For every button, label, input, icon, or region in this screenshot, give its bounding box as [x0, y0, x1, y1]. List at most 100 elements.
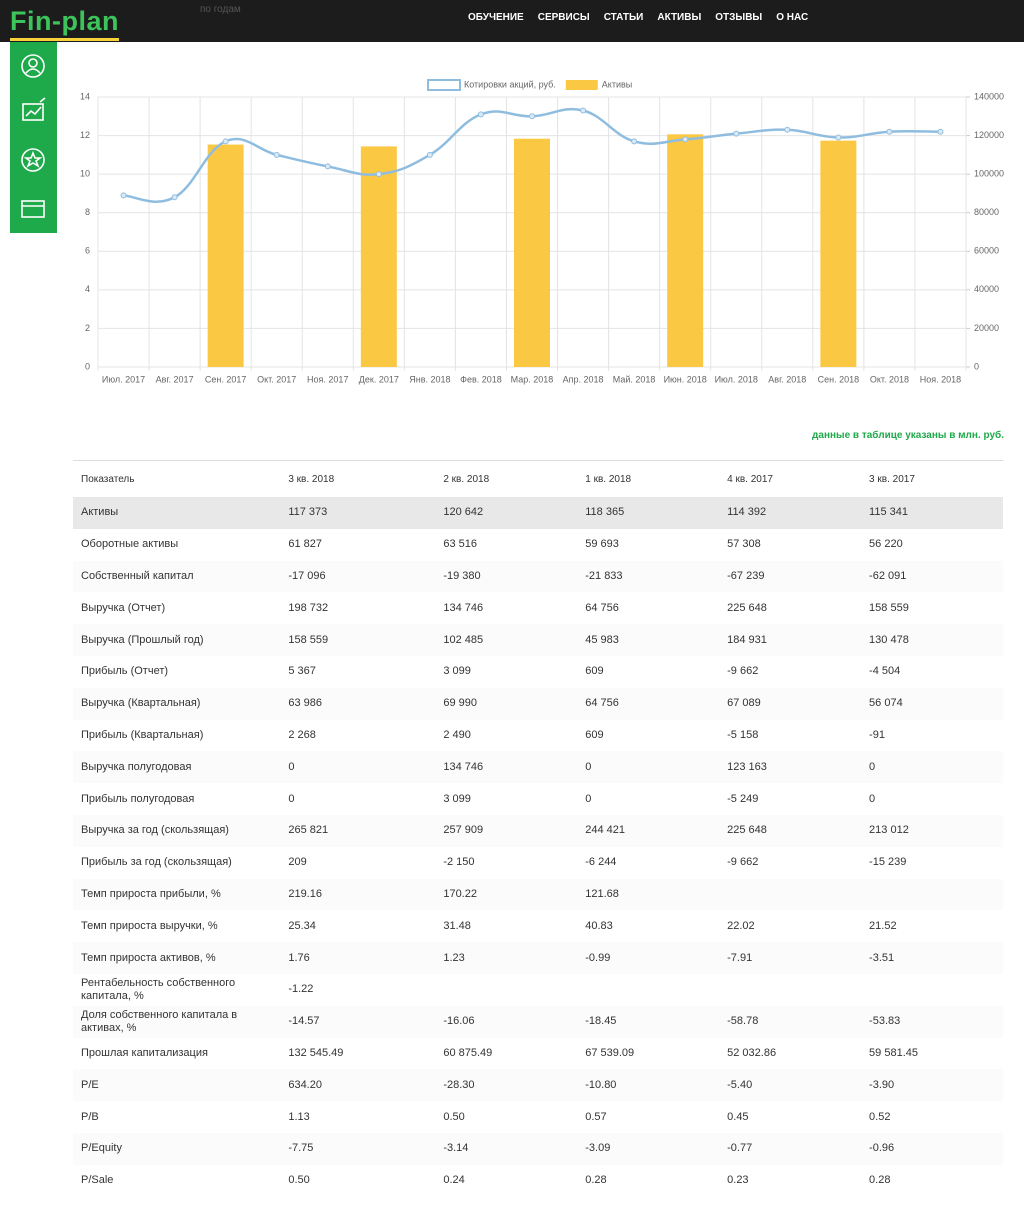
table-row: Темп прироста прибыли, % 219.16 170.22 121.… [73, 878, 1003, 911]
units-note: данные в таблице указаны в млн. руб. [812, 430, 1004, 441]
cell: 0 [288, 792, 295, 805]
cell: 213 012 [861, 814, 1003, 847]
cell: 40.83 [585, 919, 613, 932]
y-tick-label: 14 [80, 91, 90, 101]
cell: 257 909 [435, 814, 578, 847]
cell: 115 341 [861, 497, 1003, 529]
row-label: P/Equity [73, 1132, 281, 1165]
row-label: Прибыль (Квартальная) [81, 728, 204, 741]
row-label: Выручка за год (скользящая) [73, 814, 281, 847]
cell: -17 096 [280, 560, 436, 593]
bar [667, 134, 704, 367]
cell: 634.20 [280, 1069, 436, 1102]
cell: -67 239 [719, 560, 862, 593]
cell: 134 746 [443, 601, 484, 614]
cell: 52 032.86 [727, 1046, 777, 1059]
table-row: Выручка (Квартальная) 63 986 69 990 64 756 6… [73, 687, 1003, 720]
cell: -3.14 [435, 1132, 578, 1165]
nav-item[interactable]: ОТЗЫВЫ [715, 12, 763, 23]
x-tick-label: Апр. 2018 [563, 374, 604, 384]
cell: 2 490 [443, 728, 471, 741]
cell: 123 163 [719, 751, 862, 784]
point [784, 126, 791, 133]
table-row: Доля собственного капитала в активах, % -… [73, 1005, 1003, 1038]
cell: 265 821 [280, 814, 436, 847]
cell: -9 662 [727, 665, 759, 678]
legend-label[interactable]: Активы [602, 79, 632, 89]
point [477, 111, 484, 118]
table-row: Оборотные активы 61 827 63 516 59 693 57 308… [73, 529, 1003, 561]
cell: 56 220 [869, 538, 903, 551]
cell: 121.68 [577, 878, 720, 911]
table-row: Темп прироста активов, % 1.76 1.23 -0.99 -7.… [73, 942, 1003, 974]
x-tick-label: Июл. 2018 [715, 374, 758, 384]
cell: -5.40 [719, 1069, 862, 1102]
cell [861, 974, 1003, 1006]
cell: 225 648 [719, 814, 862, 847]
cell: 21.52 [869, 919, 897, 932]
logo[interactable]: Fin-plan [10, 4, 119, 41]
row-label: Прибыль (Отчет) [81, 665, 169, 678]
cell: 225 648 [727, 601, 767, 614]
cell: -91 [869, 728, 885, 741]
table-row: Выручка (Прошлый год) 158 559 102 485 45 98… [73, 624, 1003, 656]
cell: 198 732 [288, 601, 329, 614]
cell: 3 099 [443, 665, 471, 678]
point [273, 151, 280, 158]
cell: -0.99 [577, 942, 720, 974]
cell: 59 581.45 [869, 1046, 918, 1059]
cell: -0.77 [719, 1132, 862, 1165]
cell: 63 986 [280, 687, 436, 720]
cell: -3.51 [861, 942, 1003, 974]
table-row: Выручка полугодовая 0 134 746 0 123 163 0 [73, 751, 1003, 784]
y-tick-label: 4 [85, 284, 90, 294]
row-label: Рентабельность собственного капитала, % [81, 976, 236, 1002]
table-row: Темп прироста выручки, % 25.34 31.48 40.83 2… [73, 910, 1003, 942]
cell: 69 990 [435, 687, 578, 720]
cell: 1.76 [280, 942, 436, 974]
cell: 244 421 [577, 814, 720, 847]
financial-table: Показатель 3 кв. 2018 2 кв. 2018 1 кв. 2018… [73, 460, 1003, 1197]
point [375, 171, 382, 178]
table-row: P/Sale 0.50 0.24 0.28 0.23 0.28 [73, 1165, 1003, 1197]
row-label: Прошлая капитализация [81, 1046, 208, 1059]
column-header: 1 кв. 2018 [577, 460, 720, 497]
table-row: P/E 634.20 -28.30 -10.80 -5.40 -3.90 [73, 1069, 1003, 1102]
cell: 0 [577, 751, 720, 784]
cell: -5 249 [727, 792, 759, 805]
favorites-icon[interactable] [21, 148, 45, 172]
row-label: Выручка полугодовая [73, 751, 281, 784]
nav-item[interactable]: О НАС [776, 12, 809, 23]
cell: 0 [585, 792, 592, 805]
nav-item[interactable]: АКТИВЫ [657, 12, 702, 23]
cell: -7.91 [719, 942, 862, 974]
x-tick-label: Мар. 2018 [511, 374, 554, 384]
nav-item[interactable]: СЕРВИСЫ [537, 12, 590, 23]
sidebar-icons [21, 54, 46, 218]
cell: 0.57 [585, 1110, 607, 1123]
y-tick-label: 2 [85, 323, 90, 333]
cell: 102 485 [435, 624, 578, 656]
row-label: Оборотные активы [81, 538, 179, 551]
legend-swatch [565, 80, 598, 90]
row-label: Собственный капитал [73, 560, 281, 593]
legend-label[interactable]: Котировки акций, руб. [464, 79, 556, 89]
cell: 3 099 [443, 792, 471, 805]
row-label: Темп прироста активов, % [73, 942, 281, 974]
cell: 609 [585, 665, 604, 678]
portfolio-icon[interactable] [22, 97, 46, 121]
column-header: Показатель [73, 460, 281, 497]
x-tick-label: Ноя. 2018 [920, 374, 961, 384]
cell: -7.75 [280, 1132, 436, 1165]
profile-icon[interactable] [21, 54, 45, 78]
cell: 57 308 [727, 538, 761, 551]
y2-tick-label: 100000 [974, 169, 1004, 179]
nav-item[interactable]: СТАТЬИ [603, 12, 644, 23]
x-tick-label: Июл. 2017 [102, 374, 145, 384]
cell: 31.48 [443, 919, 471, 932]
row-label: Прибыль полугодовая [81, 792, 195, 805]
calendar-icon[interactable] [21, 200, 45, 218]
cell: 170.22 [435, 878, 578, 911]
legend-swatch [427, 79, 461, 91]
nav-item[interactable]: ОБУЧЕНИЕ [468, 12, 524, 23]
